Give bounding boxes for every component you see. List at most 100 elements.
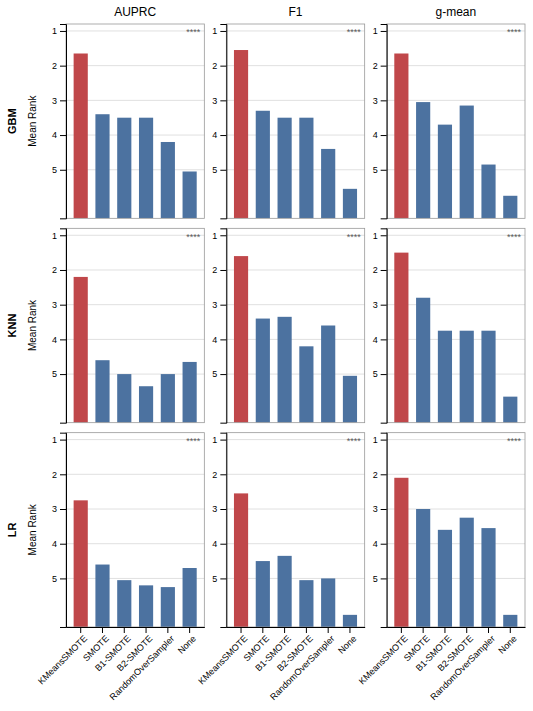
tick: 4 [52,130,66,140]
tick-mark [381,509,387,510]
tick: 5 [212,165,226,175]
tick-label: 3 [212,504,217,514]
panel-title: g-mean [435,5,476,19]
tick-mark [381,544,387,545]
y-axis: 12345 [373,229,388,423]
bar [278,118,292,219]
bar [256,111,270,219]
bar [438,125,452,219]
tick-mark [220,339,226,340]
tick-mark [60,135,66,136]
bars [394,253,517,423]
tick: 5 [52,574,66,584]
tick-label: 4 [373,335,378,345]
bar [394,53,408,218]
tick-mark [220,31,226,32]
grid-line [226,235,364,236]
axis-line [220,25,227,219]
grid-line [387,474,525,475]
bars [74,53,197,218]
tick: 5 [373,165,387,175]
bar [460,331,474,423]
y-axis: 12345 [373,433,388,627]
grid-line [66,269,204,270]
tick-mark [220,374,226,375]
tick: RandomOverSampler [428,627,497,702]
tick-mark [381,305,387,306]
tick-label: 1 [52,435,57,445]
bar [299,346,313,422]
tick-mark [60,474,66,475]
tick: 1 [373,435,387,445]
tick: 4 [52,539,66,549]
panel: 12345g-mean**** [373,5,525,219]
tick-label: 2 [52,61,57,71]
y-axis-title: Mean Rank [27,299,38,351]
row-label: KNN [6,314,18,338]
y-axis-title: Mean Rank [27,503,38,555]
bar [117,374,131,423]
annotation: **** [347,232,362,242]
tick: 2 [373,470,387,480]
grid-line [387,30,525,31]
tick: RandomOverSampler [268,627,337,702]
tick-label: None [176,633,198,655]
plot-frame [387,228,525,422]
tick: 1 [212,435,226,445]
tick-mark [349,627,350,633]
row-label: GBM [6,108,18,134]
tick-mark [381,270,387,271]
panel-title: F1 [288,5,302,19]
bars [394,53,517,218]
tick: 5 [373,369,387,379]
bar [394,478,408,627]
tick-mark [381,170,387,171]
grid-line [387,235,525,236]
grid-line [66,439,204,440]
bar [234,256,248,423]
x-axis: KMeansSMOTESMOTEB1-SMOTEB2-SMOTERandomOv… [357,627,526,702]
tick: 1 [52,435,66,445]
tick-mark [60,235,66,236]
annotation: **** [507,27,522,37]
panel: 12345**** [212,228,364,423]
bars [394,478,517,627]
plot-frame [226,228,364,422]
tick-mark [220,170,226,171]
axis-line [387,627,525,628]
tick-label: 1 [373,26,378,36]
tick: 3 [52,504,66,514]
plot-frame [387,433,525,627]
bar [299,118,313,219]
tick-mark [262,627,263,633]
tick-mark [220,578,226,579]
bar [139,118,153,219]
tick: 4 [52,335,66,345]
bar [256,561,270,627]
bar [161,587,175,627]
tick: 1 [52,231,66,241]
bar [183,171,197,218]
tick-label: 5 [52,369,57,379]
tick-mark [80,627,81,633]
plot-frame [66,433,204,627]
tick-mark [381,339,387,340]
tick: 4 [212,335,226,345]
tick-label: KMeansSMOTE [196,633,249,686]
tick-mark [60,66,66,67]
tick: 2 [212,265,226,275]
tick-mark [423,627,424,633]
tick-label: 5 [373,369,378,379]
tick-mark [381,578,387,579]
tick: 4 [373,539,387,549]
tick-label: 5 [373,574,378,584]
tick-mark [401,627,402,633]
bar [394,253,408,423]
axis-line [220,229,227,423]
tick-label: 5 [373,165,378,175]
tick: 2 [373,61,387,71]
tick: 3 [52,300,66,310]
tick-label: 3 [52,96,57,106]
tick-label: None [336,633,358,655]
tick-mark [220,440,226,441]
